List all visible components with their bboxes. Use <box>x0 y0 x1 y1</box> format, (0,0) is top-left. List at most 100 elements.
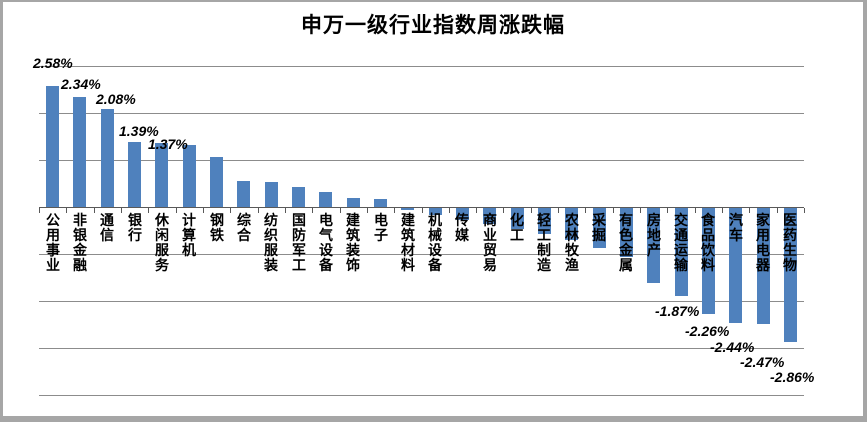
category-label-食品饮料: 食品饮料 <box>701 212 715 273</box>
category-label-国防军工: 国防军工 <box>292 212 306 273</box>
category-label-商业贸易: 商业贸易 <box>483 212 497 273</box>
bar-银行 <box>128 142 141 207</box>
category-label-综合: 综合 <box>237 212 251 243</box>
category-label-通信: 通信 <box>100 212 114 243</box>
x-axis-tick <box>503 208 504 213</box>
x-axis-tick <box>613 208 614 213</box>
category-label-非银金融: 非银金融 <box>73 212 87 273</box>
bar-建筑装饰 <box>347 198 360 207</box>
x-axis-tick <box>476 208 477 213</box>
x-axis-tick <box>640 208 641 213</box>
category-label-纺织服装: 纺织服装 <box>264 212 278 273</box>
x-axis-tick <box>66 208 67 213</box>
bar-食品饮料 <box>702 208 715 314</box>
category-label-机械设备: 机械设备 <box>428 212 442 273</box>
x-axis-tick <box>667 208 668 213</box>
gridline-2pct <box>39 113 804 114</box>
bar-通信 <box>101 109 114 207</box>
bar-value-label: 2.08% <box>96 91 136 107</box>
bar-国防军工 <box>292 187 305 207</box>
chart-area: 申万一级行业指数周涨跌幅 公用事业非银金融通信银行休闲服务计算机钢铁综合纺织服装… <box>3 2 863 416</box>
x-axis-tick <box>367 208 368 213</box>
gridline--3pct <box>39 348 804 349</box>
category-label-电气设备: 电气设备 <box>319 212 333 273</box>
x-axis-tick <box>558 208 559 213</box>
x-axis-tick <box>94 208 95 213</box>
bar-value-label: -2.47% <box>740 354 785 370</box>
x-axis-tick <box>148 208 149 213</box>
x-axis-tick <box>203 208 204 213</box>
bar-value-label: -2.86% <box>770 369 815 385</box>
bar-农林牧渔 <box>565 208 578 240</box>
bar-商业贸易 <box>483 208 496 224</box>
bar-建筑材料 <box>401 208 414 210</box>
x-axis-tick <box>422 208 423 213</box>
x-axis-tick <box>531 208 532 213</box>
category-label-休闲服务: 休闲服务 <box>155 212 169 273</box>
category-label-化工: 化工 <box>510 212 524 243</box>
bar-房地产 <box>647 208 660 283</box>
bar-纺织服装 <box>265 182 278 207</box>
bar-value-label: -2.44% <box>710 339 755 355</box>
bar-采掘 <box>593 208 606 248</box>
bar-电子 <box>374 199 387 207</box>
x-axis-tick <box>176 208 177 213</box>
category-label-交通运输: 交通运输 <box>674 212 688 273</box>
gridline--1pct <box>39 254 804 255</box>
bar-传媒 <box>456 208 469 220</box>
bar-value-label: 1.37% <box>148 136 188 152</box>
gridline-1pct <box>39 160 804 161</box>
bar-非银金融 <box>73 97 86 207</box>
category-label-汽车: 汽车 <box>729 212 743 243</box>
bar-家用电器 <box>757 208 770 324</box>
bar-机械设备 <box>429 208 442 215</box>
x-axis-tick <box>585 208 586 213</box>
x-axis-tick <box>722 208 723 213</box>
bar-value-label: 1.39% <box>119 123 159 139</box>
x-axis-tick <box>285 208 286 213</box>
bar-轻工制造 <box>538 208 551 234</box>
bar-综合 <box>237 181 250 207</box>
x-axis-tick <box>340 208 341 213</box>
category-label-房地产: 房地产 <box>647 212 661 258</box>
x-axis-tick <box>777 208 778 213</box>
x-axis-tick <box>39 208 40 213</box>
x-axis-tick <box>449 208 450 213</box>
bar-休闲服务 <box>155 143 168 207</box>
category-label-家用电器: 家用电器 <box>756 212 770 273</box>
x-axis-tick <box>230 208 231 213</box>
bar-钢铁 <box>210 157 223 207</box>
gridline--4pct <box>39 395 804 396</box>
category-label-传媒: 传媒 <box>455 212 469 243</box>
bar-汽车 <box>729 208 742 323</box>
bar-化工 <box>511 208 524 229</box>
bar-value-label: 2.34% <box>61 76 101 92</box>
x-axis-tick <box>121 208 122 213</box>
bar-value-label: 2.58% <box>33 55 73 71</box>
category-label-有色金属: 有色金属 <box>619 212 633 273</box>
bar-计算机 <box>183 145 196 207</box>
category-label-银行: 银行 <box>128 212 142 243</box>
category-label-采掘: 采掘 <box>592 212 606 243</box>
category-label-农林牧渔: 农林牧渔 <box>565 212 579 273</box>
x-axis <box>39 207 804 208</box>
category-label-建筑材料: 建筑材料 <box>401 212 415 273</box>
gridline--2pct <box>39 301 804 302</box>
bar-有色金属 <box>620 208 633 257</box>
category-label-钢铁: 钢铁 <box>210 212 224 243</box>
x-axis-tick <box>394 208 395 213</box>
x-axis-tick <box>749 208 750 213</box>
chart-title: 申万一级行业指数周涨跌幅 <box>301 14 565 37</box>
category-label-建筑装饰: 建筑装饰 <box>346 212 360 273</box>
bar-value-label: -1.87% <box>655 303 700 319</box>
category-label-计算机: 计算机 <box>182 212 196 258</box>
gridline-3pct <box>39 66 804 67</box>
x-axis-tick <box>804 208 805 213</box>
category-label-医药生物: 医药生物 <box>783 212 797 273</box>
category-label-公用事业: 公用事业 <box>46 212 60 273</box>
bar-value-label: -2.26% <box>685 323 730 339</box>
bar-公用事业 <box>46 86 59 207</box>
bar-交通运输 <box>675 208 688 296</box>
bar-电气设备 <box>319 192 332 207</box>
